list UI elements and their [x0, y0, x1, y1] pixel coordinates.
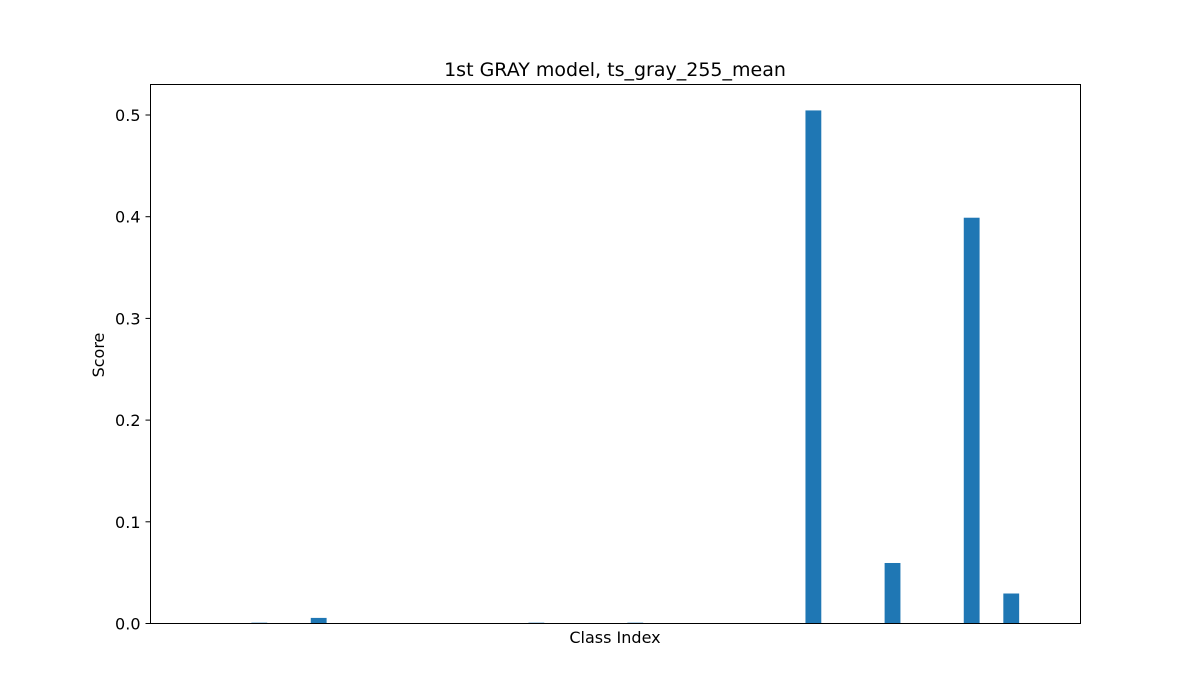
y-axis-label: Score	[89, 333, 108, 378]
y-ticks-group: 0.0 0.1 0.2 0.3 0.4 0.5	[115, 106, 151, 634]
plot-frame	[150, 84, 1081, 624]
bars-group	[251, 110, 1020, 624]
x-axis-label: Class Index	[569, 628, 660, 647]
bar-class-40	[963, 217, 980, 624]
y-tick-label: 0.5	[115, 106, 140, 125]
bar-class-7	[310, 617, 327, 624]
y-tick-label: 0.1	[115, 513, 140, 532]
y-tick-label: 0.3	[115, 309, 140, 328]
y-tick-label: 0.4	[115, 208, 140, 227]
y-tick-label: 0.2	[115, 411, 140, 430]
bar-class-42	[1003, 593, 1020, 624]
chart-title: 1st GRAY model, ts_gray_255_mean	[444, 59, 786, 81]
y-tick-label: 0.0	[115, 615, 140, 634]
bar-class-36	[884, 562, 901, 624]
bar-class-32	[805, 110, 822, 624]
